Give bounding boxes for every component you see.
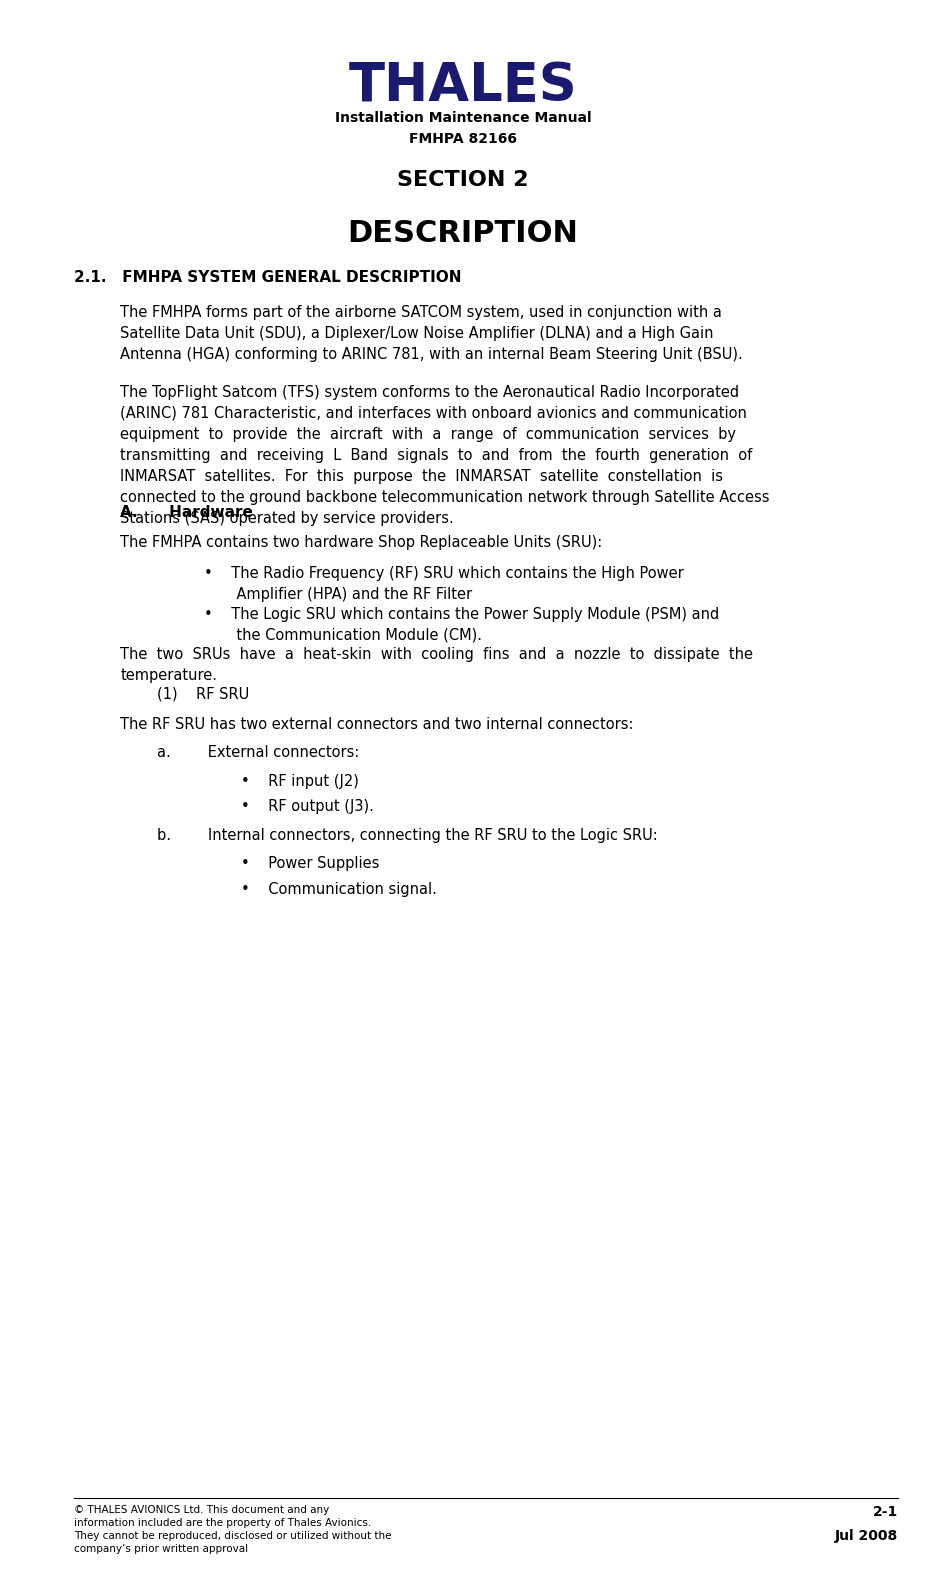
Text: b.        Internal connectors, connecting the RF SRU to the Logic SRU:: b. Internal connectors, connecting the R… xyxy=(157,828,658,842)
Text: A.      Hardware: A. Hardware xyxy=(120,505,253,520)
Text: Installation Maintenance Manual: Installation Maintenance Manual xyxy=(335,111,591,126)
Text: •    Communication signal.: • Communication signal. xyxy=(241,882,437,896)
Text: (1)    RF SRU: (1) RF SRU xyxy=(157,686,249,701)
Text: •    RF output (J3).: • RF output (J3). xyxy=(241,799,374,814)
Text: The RF SRU has two external connectors and two internal connectors:: The RF SRU has two external connectors a… xyxy=(120,717,634,731)
Text: DESCRIPTION: DESCRIPTION xyxy=(347,219,579,248)
Text: 2.1.   FMHPA SYSTEM GENERAL DESCRIPTION: 2.1. FMHPA SYSTEM GENERAL DESCRIPTION xyxy=(74,270,462,284)
Text: The FMHPA contains two hardware Shop Replaceable Units (SRU):: The FMHPA contains two hardware Shop Rep… xyxy=(120,535,602,550)
Text: •    The Radio Frequency (RF) SRU which contains the High Power
       Amplifier: • The Radio Frequency (RF) SRU which con… xyxy=(203,566,683,602)
Text: © THALES AVIONICS Ltd. This document and any
information included are the proper: © THALES AVIONICS Ltd. This document and… xyxy=(74,1505,391,1554)
Text: •    RF input (J2): • RF input (J2) xyxy=(241,774,359,788)
Text: FMHPA 82166: FMHPA 82166 xyxy=(409,132,517,146)
Text: •    The Logic SRU which contains the Power Supply Module (PSM) and
       the C: • The Logic SRU which contains the Power… xyxy=(203,607,719,644)
Text: Jul 2008: Jul 2008 xyxy=(835,1529,899,1543)
Text: 2-1: 2-1 xyxy=(873,1505,899,1519)
Text: SECTION 2: SECTION 2 xyxy=(397,170,529,191)
Text: The  two  SRUs  have  a  heat-skin  with  cooling  fins  and  a  nozzle  to  dis: The two SRUs have a heat-skin with cooli… xyxy=(120,647,754,683)
Text: a.        External connectors:: a. External connectors: xyxy=(157,745,359,760)
Text: The TopFlight Satcom (TFS) system conforms to the Aeronautical Radio Incorporate: The TopFlight Satcom (TFS) system confor… xyxy=(120,385,770,526)
Text: •    Power Supplies: • Power Supplies xyxy=(241,856,379,871)
Text: THALES: THALES xyxy=(348,60,578,113)
Text: The FMHPA forms part of the airborne SATCOM system, used in conjunction with a
S: The FMHPA forms part of the airborne SAT… xyxy=(120,305,743,362)
